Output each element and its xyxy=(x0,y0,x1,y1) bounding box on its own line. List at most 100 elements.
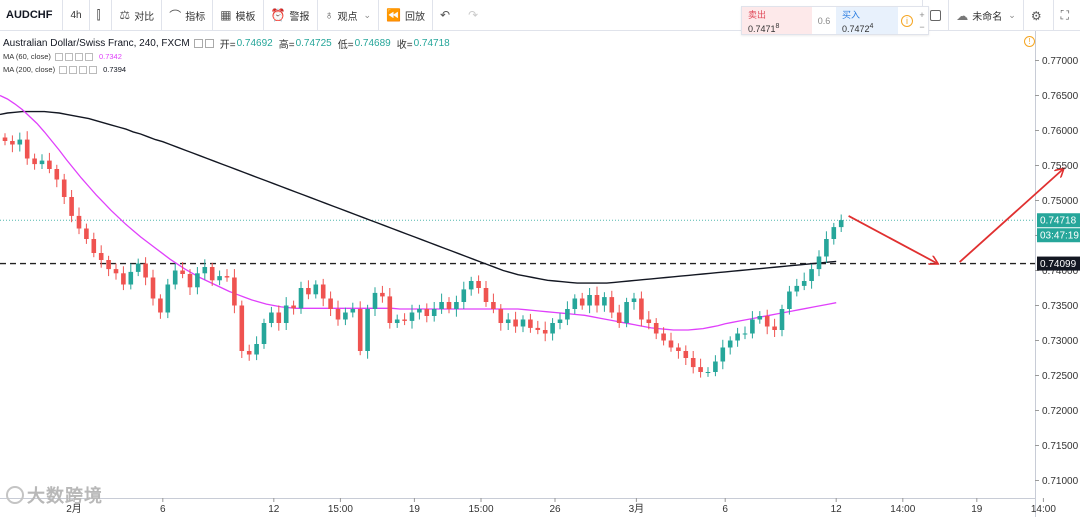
candle-body xyxy=(772,326,777,330)
candle-body xyxy=(602,297,607,306)
candle-body xyxy=(24,139,30,159)
sell-button[interactable]: 卖出 0.74718 xyxy=(742,7,812,34)
open-value: 0.74692 xyxy=(236,37,273,49)
candle-body xyxy=(269,312,274,323)
watermark: 大数跨境 xyxy=(6,482,103,508)
settings-icon[interactable] xyxy=(69,65,78,74)
warning-icon[interactable]: ! xyxy=(1024,36,1035,47)
series-legend[interactable]: Australian Dollar/Swiss Franc, 240, FXCM… xyxy=(3,36,450,51)
candle-body xyxy=(690,358,696,368)
candle-body xyxy=(535,327,541,330)
close-label: 收= xyxy=(396,39,413,51)
checkbox-icon xyxy=(930,10,942,21)
candle-body xyxy=(246,351,252,355)
trend-arrows[interactable] xyxy=(848,169,1064,264)
chart-style-button[interactable]: ⫿ xyxy=(90,0,113,31)
price-tick-label: 0.74000 xyxy=(1042,266,1079,277)
candle-body xyxy=(683,351,689,358)
undo-icon: ↶ xyxy=(440,8,451,22)
ideas-label: 观点 xyxy=(337,11,358,23)
remove-icon[interactable] xyxy=(89,65,98,74)
redo-button[interactable]: ↷ xyxy=(461,0,489,31)
candle-body xyxy=(720,347,726,362)
source-icon[interactable] xyxy=(79,65,88,74)
candle-body xyxy=(165,284,171,313)
settings-button[interactable]: ⚙ xyxy=(1022,0,1053,31)
level-price-badge: 0.74099 xyxy=(1040,259,1077,270)
ma200-label: MA (200, close) xyxy=(3,65,56,74)
plus-icon[interactable]: + xyxy=(919,9,925,20)
candle-body xyxy=(150,277,156,299)
candle-body xyxy=(143,263,148,278)
candle-body xyxy=(320,284,326,299)
ma60-legend[interactable]: MA (60, close) 0.7342 xyxy=(3,50,450,63)
candle-body xyxy=(572,298,578,309)
candle-body xyxy=(676,347,681,351)
candle-body xyxy=(76,215,82,229)
candle-body xyxy=(17,139,23,145)
buy-button[interactable]: 买入 0.74724 xyxy=(836,7,898,34)
settings-icon[interactable] xyxy=(204,38,214,48)
symbol-search[interactable]: AUDCHF xyxy=(0,0,64,31)
open-label: 开= xyxy=(219,39,236,51)
candlesticks xyxy=(2,131,844,378)
watermark-text: 大数跨境 xyxy=(27,486,103,506)
candle-body xyxy=(624,302,629,323)
ideas-button[interactable]: ♁ 观点 ⌄ xyxy=(318,0,380,31)
ma200-legend[interactable]: MA (200, close) 0.7394 xyxy=(3,63,450,76)
candle-body xyxy=(158,298,163,313)
interval-button[interactable]: 4h xyxy=(63,0,90,31)
quantity-stepper[interactable]: + − xyxy=(916,7,928,34)
level-price-badge-bg xyxy=(1037,256,1080,271)
candle-body xyxy=(121,273,126,285)
undo-button[interactable]: ↶ xyxy=(433,0,461,31)
candle-body xyxy=(735,333,740,341)
arrow-down[interactable] xyxy=(848,215,938,264)
replay-button[interactable]: ⏪ 回放 xyxy=(379,0,433,31)
time-tick-label: 26 xyxy=(549,504,561,515)
candles-icon: ⫿ xyxy=(96,7,101,22)
indicators-button[interactable]: ⌒ 指标 xyxy=(162,0,214,31)
layout-button[interactable]: ☁ 未命名 ⌄ xyxy=(948,0,1023,31)
visibility-icon[interactable] xyxy=(54,52,63,61)
compare-icon: ⚖ xyxy=(119,8,131,22)
alert-button[interactable]: ⏰ 警报 xyxy=(264,0,318,31)
price-axis[interactable]: 0.770000.765000.760000.755000.750000.745… xyxy=(1035,56,1080,487)
candle-body xyxy=(54,169,60,180)
ma200-line xyxy=(0,110,837,284)
minus-icon[interactable]: − xyxy=(919,21,925,32)
candle-body xyxy=(454,302,459,309)
candle-body xyxy=(113,269,119,274)
price-tick-label: 0.72000 xyxy=(1042,406,1079,417)
chevron-down-icon[interactable]: ⌄ xyxy=(363,9,372,20)
candle-body xyxy=(350,309,356,313)
candle-body xyxy=(431,309,437,316)
info-button[interactable]: i xyxy=(898,7,916,34)
candle-body xyxy=(727,340,733,348)
compare-button[interactable]: ⚖ 对比 xyxy=(112,0,163,31)
template-button[interactable]: ▦ 模板 xyxy=(213,0,264,31)
ma60-value: 0.7342 xyxy=(98,52,122,61)
price-tick-label: 0.75500 xyxy=(1042,161,1079,172)
maximize-button[interactable]: ⛶ xyxy=(1052,0,1080,31)
candle-body xyxy=(239,305,245,351)
candle-body xyxy=(424,309,430,316)
settings-icon[interactable] xyxy=(64,52,73,61)
time-axis[interactable]: 2月 6 12 15:00 19 15:00 26 3月 6 12 14:00 19 14:00 xyxy=(66,498,1056,515)
time-tick-label: 2月 xyxy=(66,503,82,515)
candle-body xyxy=(794,285,800,292)
arrow-up[interactable] xyxy=(958,169,1064,263)
remove-icon[interactable] xyxy=(84,52,93,61)
ma60-label: MA (60, close) xyxy=(3,52,51,61)
visibility-icon[interactable] xyxy=(193,38,203,48)
ma200-value: 0.7394 xyxy=(103,65,127,74)
candle-body xyxy=(47,160,52,169)
price-tick-label: 0.71000 xyxy=(1042,476,1079,487)
candle-body xyxy=(2,137,8,141)
visibility-icon[interactable] xyxy=(59,65,68,74)
price-tick-label: 0.73000 xyxy=(1042,336,1079,347)
source-icon[interactable] xyxy=(74,52,83,61)
candle-body xyxy=(98,253,104,260)
candle-body xyxy=(387,296,393,323)
